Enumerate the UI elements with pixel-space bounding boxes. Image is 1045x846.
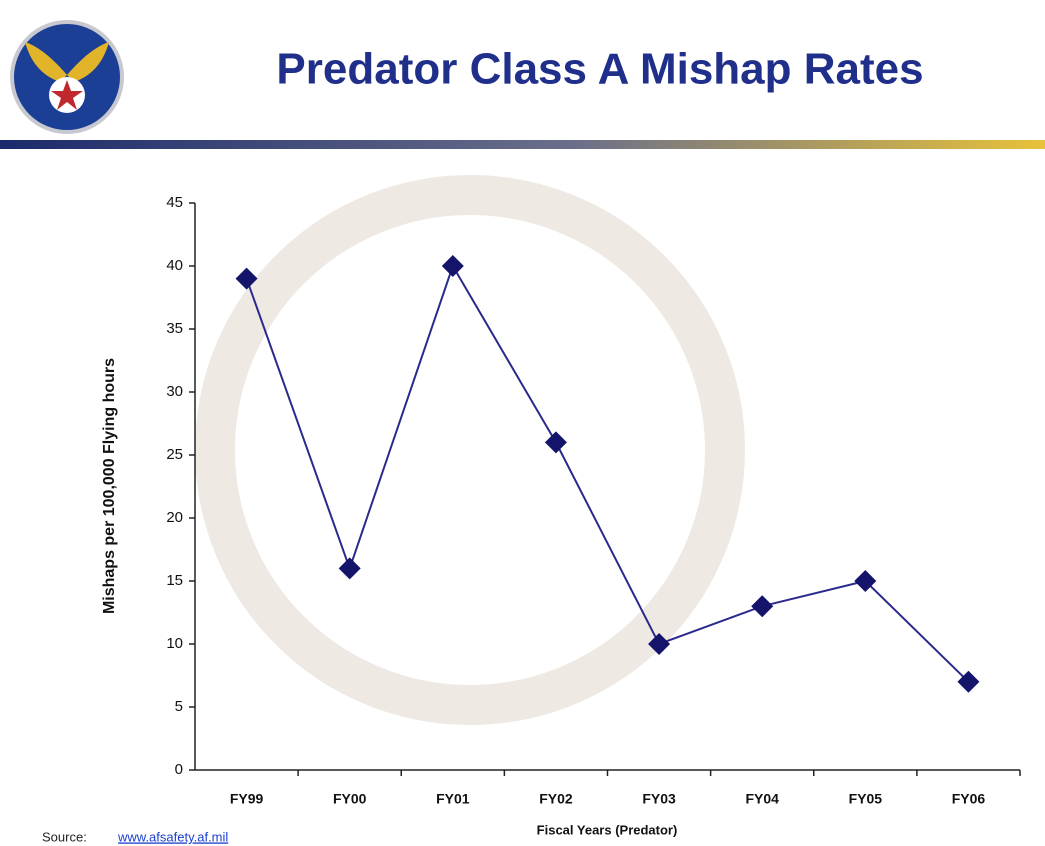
x-tick-label: FY99 xyxy=(230,791,264,807)
point xyxy=(648,633,671,655)
x-tick-label: FY05 xyxy=(849,791,883,807)
y-tick-label: 25 xyxy=(166,446,183,463)
y-tick-label: 10 xyxy=(166,635,183,652)
y-tick-label: 15 xyxy=(166,572,183,589)
point xyxy=(441,255,464,277)
point xyxy=(854,570,877,592)
y-tick-label: 35 xyxy=(166,320,183,337)
y-tick-label: 30 xyxy=(166,383,183,400)
y-tick-label: 0 xyxy=(175,761,183,778)
y-tick-label: 40 xyxy=(166,257,183,274)
source-link[interactable]: www.afsafety.af.mil xyxy=(117,829,228,844)
point xyxy=(751,595,774,618)
x-tick-label: FY03 xyxy=(642,791,676,807)
y-axis-label: Mishaps per 100,000 Flying hours xyxy=(101,358,118,614)
x-tick-label: FY01 xyxy=(436,791,470,807)
title-rule xyxy=(0,140,1045,149)
x-tick-label: FY04 xyxy=(745,791,779,807)
x-tick-label: FY00 xyxy=(333,791,367,807)
source-prefix: Source: xyxy=(42,829,87,844)
watermark xyxy=(195,175,745,725)
x-tick-label: FY02 xyxy=(539,791,573,807)
chart-title: Predator Class A Mishap Rates xyxy=(276,45,923,94)
logo xyxy=(10,20,124,134)
point xyxy=(957,670,980,693)
y-tick-label: 5 xyxy=(175,698,183,715)
y-tick-label: 45 xyxy=(166,194,183,211)
point xyxy=(235,267,258,290)
y-tick-label: 20 xyxy=(166,509,183,526)
x-axis-label: Fiscal Years (Predator) xyxy=(537,822,678,837)
series-line xyxy=(245,263,970,683)
point xyxy=(544,431,567,454)
point xyxy=(338,557,361,580)
x-tick-label: FY06 xyxy=(952,791,986,807)
